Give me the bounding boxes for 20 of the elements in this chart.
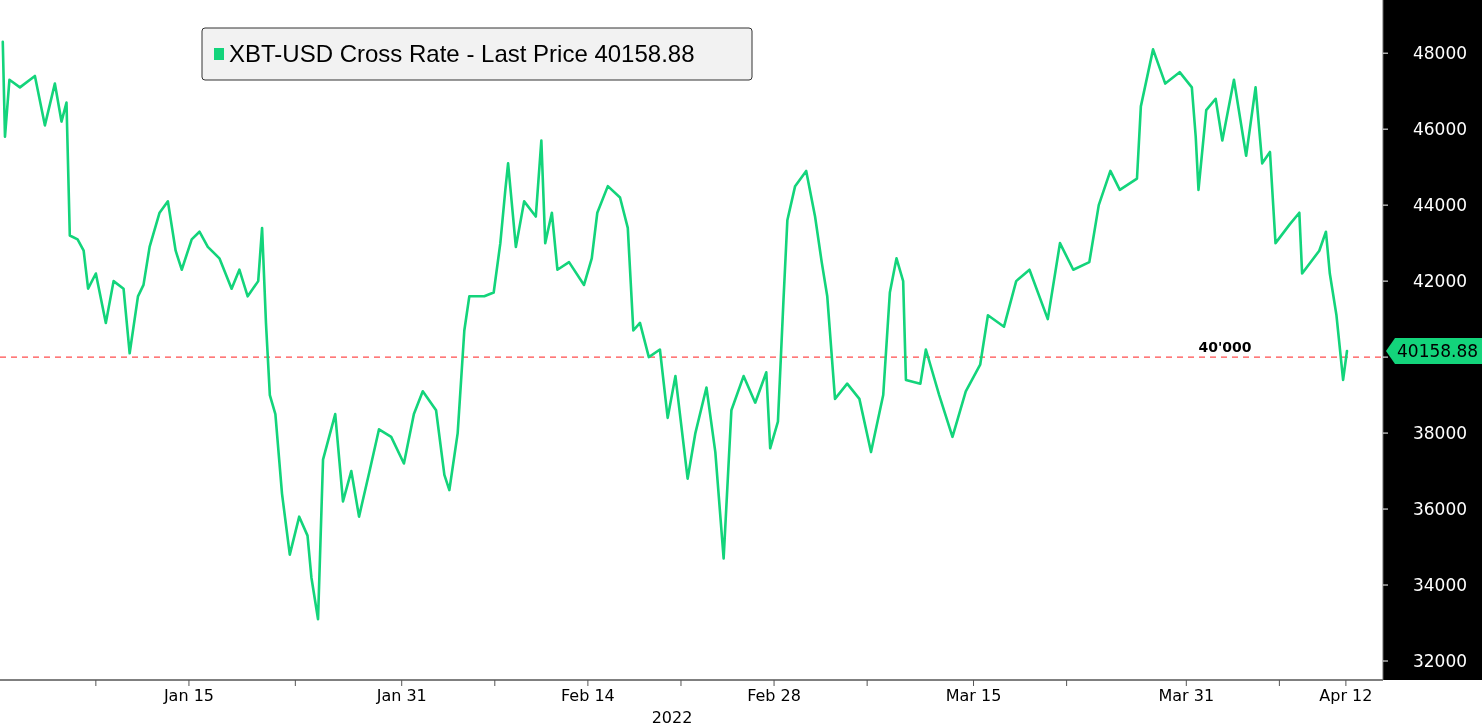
x-tick-label: Jan 15 — [162, 686, 214, 705]
x-tick-label: Jan 31 — [375, 686, 427, 705]
x-tick-label: Mar 31 — [1158, 686, 1215, 705]
y-tick-label: 36000 — [1412, 499, 1468, 520]
y-tick-label: 44000 — [1412, 195, 1468, 216]
x-tick-label: Feb 14 — [561, 686, 615, 705]
y-tick-label: 42000 — [1412, 271, 1468, 292]
y-tick-label: 32000 — [1412, 651, 1468, 672]
annotation: 40158.88 — [1397, 341, 1479, 362]
x-tick-label: Apr 12 — [1319, 686, 1373, 705]
x-tick-label: Feb 28 — [747, 686, 801, 705]
y-tick-label: 34000 — [1412, 575, 1468, 596]
legend-label: XBT-USD Cross Rate - Last Price 40158.88 — [229, 40, 695, 67]
x-axis-title: 2022 — [651, 708, 693, 727]
line-series — [1, 40, 1349, 621]
ref-line-label: 40'000 — [1198, 339, 1252, 356]
y-tick-label: 46000 — [1412, 119, 1468, 140]
x-tick-label: Mar 15 — [945, 686, 1002, 705]
y-tick-label: 38000 — [1412, 423, 1468, 444]
y-tick-label: 48000 — [1412, 43, 1468, 64]
